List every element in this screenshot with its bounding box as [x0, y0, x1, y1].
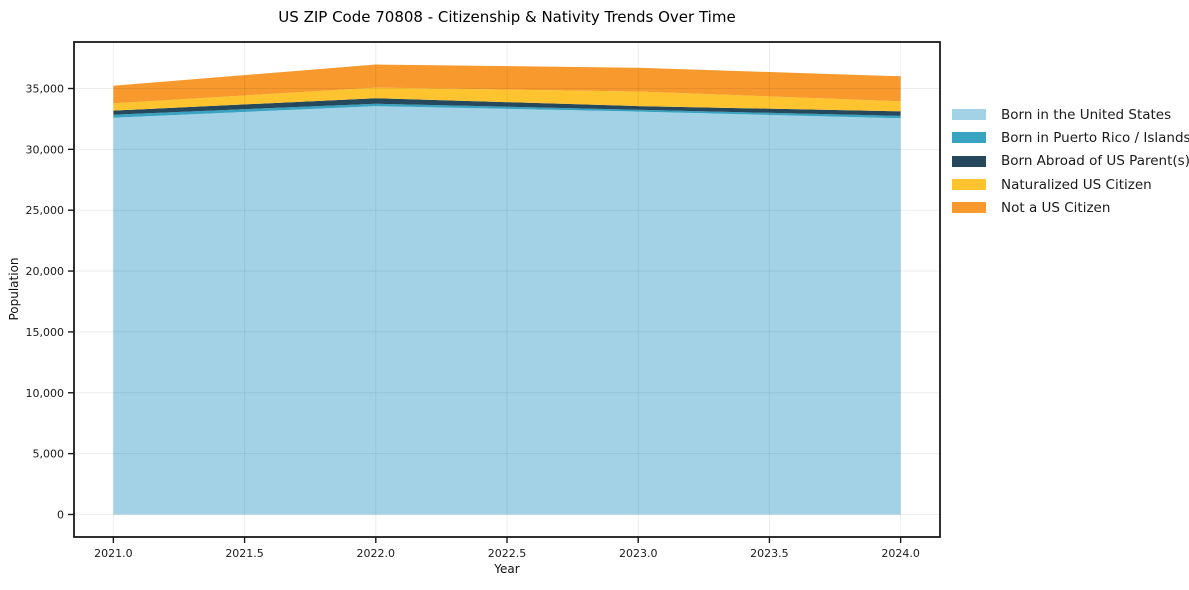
- legend-swatch: [952, 179, 986, 191]
- x-tick-label: 2021.5: [225, 547, 264, 560]
- legend-swatch: [952, 132, 986, 144]
- x-tick-label: 2024.0: [881, 547, 920, 560]
- legend-swatch: [952, 109, 986, 121]
- y-tick-label: 25,000: [26, 204, 65, 217]
- legend-label: Naturalized US Citizen: [1001, 176, 1152, 193]
- y-tick-label: 35,000: [26, 82, 65, 95]
- legend-swatch: [952, 202, 986, 214]
- legend-label: Born Abroad of US Parent(s): [1001, 153, 1189, 170]
- y-tick-label: 0: [57, 508, 64, 521]
- x-tick-label: 2023.0: [619, 547, 658, 560]
- x-axis-title: Year: [494, 562, 520, 576]
- y-tick-label: 20,000: [26, 265, 65, 278]
- area-series-3: [113, 87, 901, 112]
- area-series-1: [113, 103, 901, 119]
- legend-label: Born in Puerto Rico / Islands: [1001, 129, 1189, 146]
- x-tick-label: 2022.0: [357, 547, 396, 560]
- legend-item-3: Naturalized US Citizen: [952, 173, 1189, 196]
- legend-item-1: Born in Puerto Rico / Islands: [952, 126, 1189, 149]
- x-tick-label: 2023.5: [750, 547, 789, 560]
- y-tick-label: 30,000: [26, 143, 65, 156]
- area-series-2: [113, 98, 901, 116]
- y-tick-label: 5,000: [33, 448, 65, 461]
- legend-swatch: [952, 155, 986, 167]
- legend-label: Not a US Citizen: [1001, 199, 1111, 216]
- y-tick-label: 10,000: [26, 387, 65, 400]
- area-series-0: [113, 106, 901, 515]
- x-tick-label: 2022.5: [488, 547, 527, 560]
- legend-item-4: Not a US Citizen: [952, 196, 1189, 219]
- y-axis-title: Population: [7, 257, 21, 321]
- legend-item-0: Born in the United States: [952, 103, 1189, 126]
- legend: Born in the United States Born in Puerto …: [952, 103, 1189, 219]
- legend-label: Born in the United States: [1001, 106, 1172, 123]
- x-tick-label: 2021.0: [94, 547, 133, 560]
- legend-item-2: Born Abroad of US Parent(s): [952, 150, 1189, 173]
- y-tick-label: 15,000: [26, 326, 65, 339]
- area-series-4: [113, 64, 901, 104]
- chart-title: US ZIP Code 70808 - Citizenship & Nativi…: [278, 8, 736, 26]
